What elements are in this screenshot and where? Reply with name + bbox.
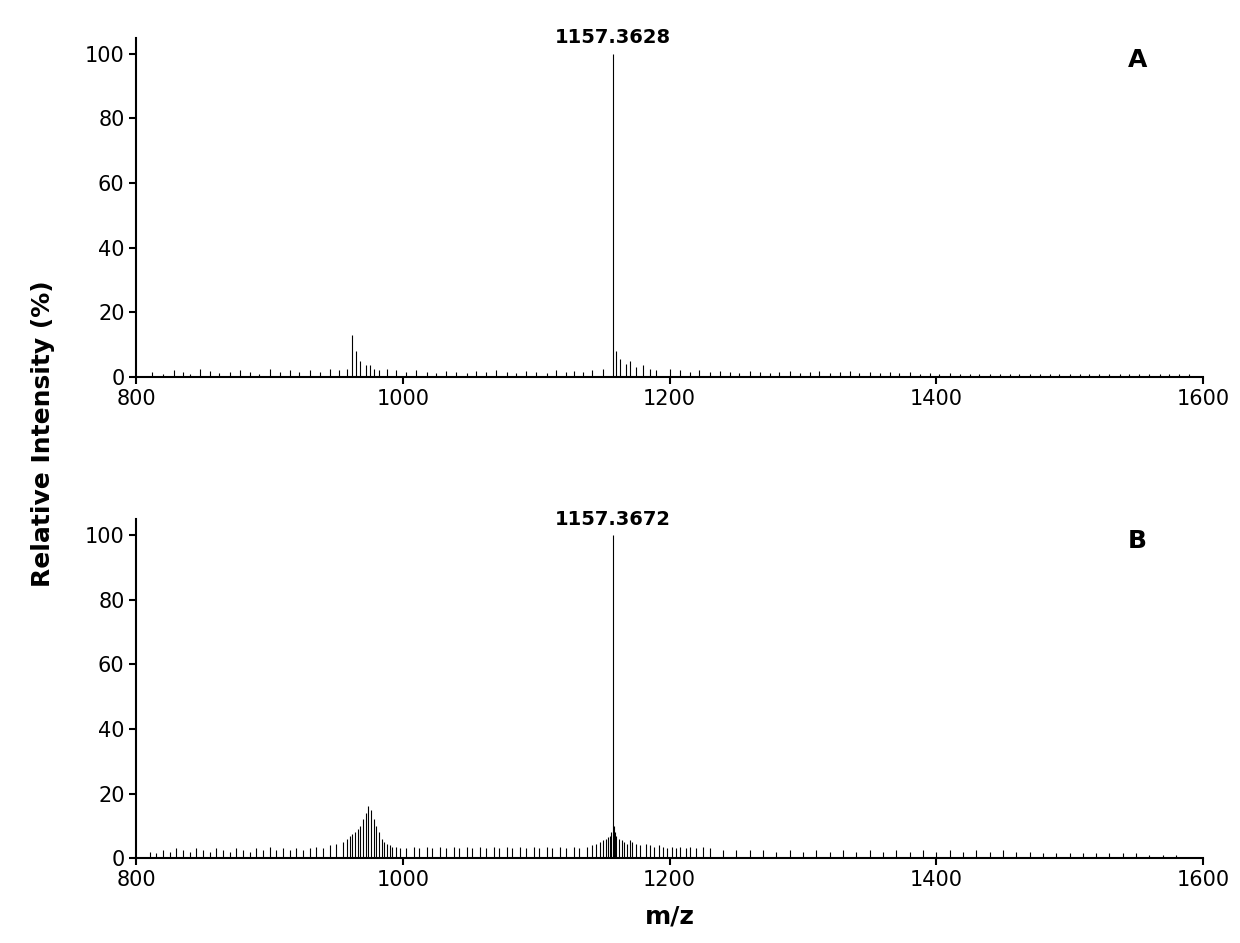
Text: A: A bbox=[1128, 48, 1147, 72]
Text: B: B bbox=[1128, 529, 1147, 554]
Text: m/z: m/z bbox=[645, 905, 694, 929]
Text: 1157.3628: 1157.3628 bbox=[554, 28, 671, 47]
Text: Relative Intensity (%): Relative Intensity (%) bbox=[31, 280, 55, 587]
Text: 1157.3672: 1157.3672 bbox=[554, 510, 671, 529]
